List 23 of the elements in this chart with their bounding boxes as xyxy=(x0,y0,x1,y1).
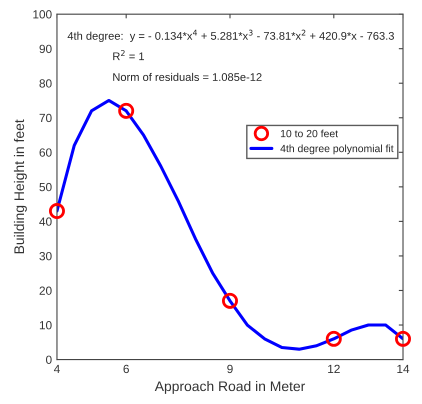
y-tick-label: 90 xyxy=(40,44,52,54)
x-tick-label: 4 xyxy=(54,364,60,373)
legend-label: 4th degree polynomial fit xyxy=(280,144,394,154)
x-tick-label: 6 xyxy=(123,364,129,374)
x-tick-label: 14 xyxy=(397,364,410,373)
annotation: R$^{2}$ = 1 xyxy=(113,50,144,60)
x-tick-label: 9 xyxy=(227,364,233,374)
y-tick-label: 100 xyxy=(33,10,52,19)
y-tick-label: 0 xyxy=(46,356,52,364)
y-tick-label: 70 xyxy=(40,114,52,122)
annotation: 4th degree: y = - 0.134*x$^{4}$ + 5.281*x$^{3}$ - 73.81*x$^{2}$ + 420.9*x - 763.3 xyxy=(68,30,394,42)
x-tick-label: 12 xyxy=(328,364,340,373)
y-tick-label: 50 xyxy=(39,182,52,192)
y-tick-label: 30 xyxy=(39,252,52,260)
y-tick-label: 60 xyxy=(40,148,52,157)
y-tick-label: 10 xyxy=(40,321,52,330)
y-tick-label: 40 xyxy=(39,217,52,226)
legend-label: 10 to 20 feet xyxy=(280,130,338,138)
y-axis-title: Building Height in feet xyxy=(14,119,27,254)
annotation: Norm of residuals = 1.085e-12 xyxy=(113,72,262,82)
y-tick-label: 20 xyxy=(40,286,52,295)
x-axis-title: Approach Road in Meter xyxy=(154,380,306,394)
y-tick-label: 80 xyxy=(39,79,52,88)
